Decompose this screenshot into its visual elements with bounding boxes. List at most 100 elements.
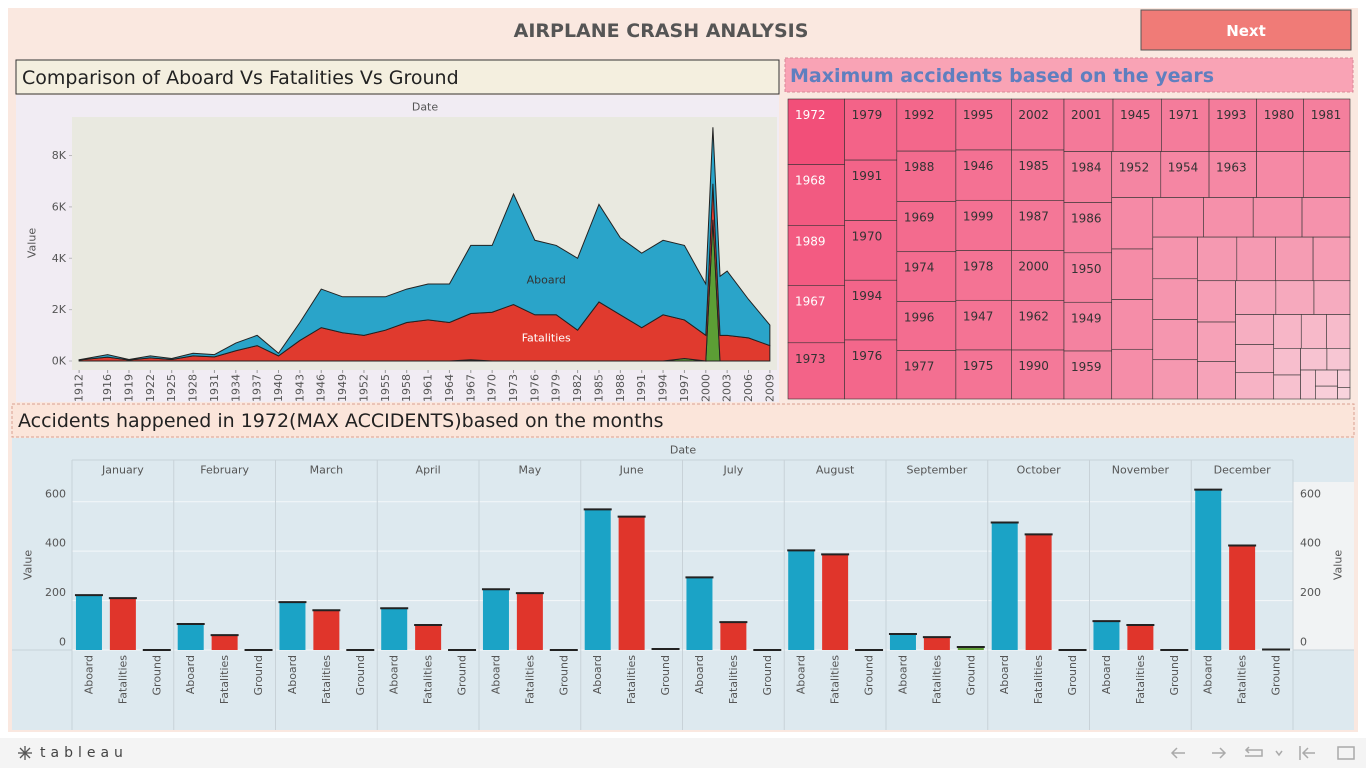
- undo-icon[interactable]: [1170, 747, 1185, 759]
- category-label: Aboard: [489, 655, 502, 694]
- category-label: Aboard: [82, 655, 95, 694]
- x-tick-label: 1943: [293, 374, 306, 402]
- treemap-cell: [1235, 344, 1275, 374]
- bar: [1025, 534, 1052, 650]
- treemap-cell: [896, 201, 957, 253]
- treemap-cell: [787, 164, 845, 226]
- category-label: Aboard: [998, 655, 1011, 694]
- treemap-label: 1971: [1168, 108, 1199, 122]
- category-label: Aboard: [1100, 655, 1113, 694]
- treemap-label: 1968: [795, 174, 826, 188]
- treemap-cell: [955, 149, 1012, 201]
- treemap-label: 1978: [963, 260, 994, 274]
- treemap-cell: [1256, 98, 1304, 152]
- category-label: Ground: [1270, 655, 1283, 695]
- next-button-label[interactable]: Next: [1226, 22, 1266, 40]
- panel-title-box: [784, 57, 1354, 93]
- treemap-label: 1945: [1120, 108, 1151, 122]
- treemap-label: 1990: [1018, 359, 1049, 373]
- treemap-label: 1950: [1071, 262, 1102, 276]
- y-tick-label: 6K: [52, 200, 67, 213]
- x-tick-label: 1979: [550, 374, 563, 402]
- treemap-cell: [1011, 149, 1065, 201]
- bar: [584, 509, 611, 650]
- treemap-cell: [955, 250, 1012, 301]
- treemap-cell: [1063, 350, 1113, 400]
- footer-navigation[interactable]: [1170, 746, 1355, 760]
- revert-icon[interactable]: [1244, 746, 1263, 757]
- treemap-cell: [1301, 197, 1351, 238]
- y-tick-label: 0K: [52, 355, 67, 368]
- bar: [279, 602, 306, 650]
- y-tick-label-right: 0: [1300, 636, 1307, 649]
- treemap-label: 1972: [795, 108, 826, 122]
- category-label: Aboard: [896, 655, 909, 694]
- treemap-label: 1991: [852, 169, 883, 183]
- bar: [822, 554, 849, 650]
- month-header: May: [519, 464, 542, 477]
- fullscreen-icon[interactable]: [1337, 746, 1355, 760]
- category-label: Ground: [1168, 655, 1181, 695]
- category-label: Fatalities: [523, 655, 536, 704]
- category-label: Fatalities: [1134, 655, 1147, 704]
- treemap-cell: [1111, 151, 1162, 198]
- treemap-cell: [1273, 314, 1302, 349]
- x-tick-label: 1946: [315, 374, 328, 402]
- treemap-label: 1985: [1018, 159, 1049, 173]
- category-label: Fatalities: [218, 655, 231, 704]
- x-tick-label: 1916: [101, 374, 114, 402]
- treemap-cell: [1063, 98, 1114, 152]
- bar: [957, 647, 984, 650]
- treemap-label: 1984: [1071, 161, 1102, 175]
- series-label: Aboard: [527, 274, 566, 287]
- treemap-label: 1954: [1168, 161, 1199, 175]
- treemap-label: 1973: [795, 352, 826, 366]
- next-button-background[interactable]: [1140, 9, 1352, 51]
- treemap-label: 1999: [963, 209, 994, 223]
- treemap-cell: [787, 342, 845, 400]
- treemap-cell: [1011, 200, 1065, 252]
- category-label: Ground: [761, 655, 774, 695]
- treemap-cell: [1063, 151, 1113, 203]
- treemap-cell: [1152, 359, 1198, 400]
- treemap-cell: [1235, 372, 1275, 400]
- bar: [1093, 621, 1120, 650]
- x-tick-label: 1928: [187, 374, 200, 402]
- treemap-label: 1976: [852, 349, 883, 363]
- month-header: September: [906, 464, 967, 477]
- treemap-cell: [1152, 319, 1198, 361]
- treemap-cell: [787, 98, 845, 165]
- treemap-label: 1979: [852, 108, 883, 122]
- first-icon[interactable]: [1299, 746, 1315, 760]
- treemap-label: 1987: [1018, 209, 1049, 223]
- treemap-cell: [844, 279, 898, 341]
- y-axis-title: Value: [26, 228, 39, 258]
- revert-menu-icon[interactable]: [1275, 750, 1283, 757]
- bar: [889, 633, 916, 650]
- redo-icon[interactable]: [1212, 747, 1227, 759]
- category-label: Ground: [252, 655, 265, 695]
- x-tick-label: 1922: [144, 374, 157, 402]
- treemap-cell: [1197, 321, 1236, 362]
- y-axis-title-right: Value: [1332, 550, 1345, 580]
- category-label: Ground: [964, 655, 977, 695]
- treemap-cell: [1273, 374, 1301, 400]
- next-button[interactable]: Next: [1140, 9, 1352, 51]
- treemap-cell: [1235, 314, 1275, 345]
- treemap-cell: [1160, 151, 1210, 198]
- treemap-cell: [1152, 236, 1198, 280]
- treemap-cell: [787, 285, 845, 344]
- bar: [1229, 545, 1256, 650]
- treemap-cell: [1197, 280, 1236, 323]
- treemap-cell: [1111, 197, 1154, 250]
- treemap-cell: [896, 301, 957, 351]
- x-tick-label: 1964: [443, 374, 456, 402]
- treemap-cell: [1011, 349, 1065, 400]
- treemap-cell: [1256, 151, 1304, 198]
- category-label: Aboard: [693, 655, 706, 694]
- treemap-cell: [955, 299, 1012, 351]
- treemap-label: 1952: [1119, 161, 1150, 175]
- bar: [211, 635, 238, 650]
- category-label: Fatalities: [1236, 655, 1249, 704]
